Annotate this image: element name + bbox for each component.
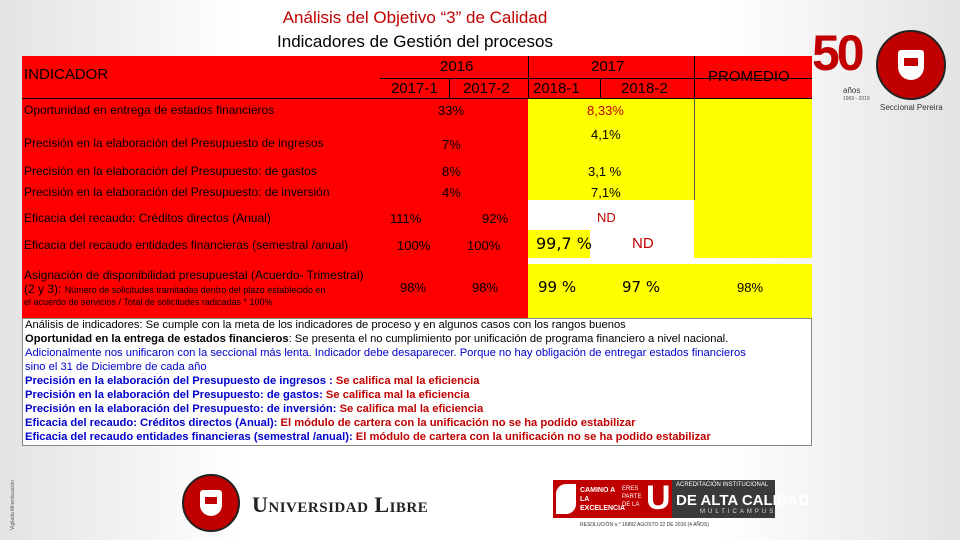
note-line: Precisión en la elaboración del Presupue… [25,389,470,401]
note-text: Se califica mal la eficiencia [339,403,484,415]
value-2017-1: 98% [400,280,427,295]
header-divider [22,98,812,99]
value-2016: 8% [442,164,461,179]
value-2017: 7,1% [591,185,621,200]
slide-title: Análisis del Objetivo “3” de Calidad [282,8,548,27]
resolucion-label: RESOLUCIÓN n.° 16892 AGOSTO 22 DE 2016 (… [580,522,709,528]
value-2018-2: ND [632,235,654,252]
note-text: : Se presenta el no cumplimiento por uni… [288,333,729,345]
value-2017: 8,33% [587,103,624,118]
note-heading: Precisión en la elaboración del Presupue… [25,375,336,387]
alta-calidad-label: DE ALTA CALIDAD [676,492,810,509]
row-label: Oportunidad en entrega de estados financ… [24,103,275,117]
note-heading: Precisión en la elaboración del Presupue… [25,403,340,415]
header-2016: 2016 [440,58,474,75]
note-line: Precisión en la elaboración del Presupue… [25,403,483,415]
u-letter: U [646,479,671,517]
value-2016: 7% [442,137,461,152]
note-line: Precisión en la elaboración del Presupue… [25,375,480,387]
note-line: Análisis de indicadores: Se cumple con l… [25,319,626,331]
note-heading: Eficacia del recaudo entidades financier… [25,431,356,443]
value-2017-1: 111% [390,211,422,226]
years-label: 1969 - 2019 [843,96,870,102]
note-text: El módulo de cartera con la unificación … [355,431,711,443]
row-label: (2 y 3): Número de solicitudes tramitada… [24,282,325,296]
indicator-column-bg [22,56,380,318]
header-2018-1: 2018-1 [533,80,580,97]
header-indicador: INDICADOR [24,66,109,83]
row-label: Precisión en la elaboración del Presupue… [24,185,330,199]
vigilada-text: Vigilada Mineducación [9,480,16,530]
feather-icon [556,484,576,514]
header-divider [449,78,450,98]
promedio-block-2 [694,200,812,258]
note-line: Eficacia del recaudo: Créditos directos … [25,417,635,429]
value-2016: 33% [438,103,465,118]
note-heading: Precisión en la elaboración del Presupue… [25,389,326,401]
header-2017-2: 2017-2 [463,80,510,97]
multicampus-label: MULTICAMPUS [700,509,777,515]
value-2017: ND [597,210,616,225]
note-heading: Oportunidad en la entrega de estados fin… [25,333,289,345]
note-line: Eficacia del recaudo entidades financier… [25,431,711,443]
header-divider [600,78,601,98]
header-2017-bg [528,56,694,98]
note-line: Adicionalmente nos unificaron con la sec… [25,347,746,359]
acreditacion-label: ACREDITACIÓN INSTITUCIONAL [676,482,769,488]
header-2018-2: 2018-2 [621,80,668,97]
value-2017-2: 100% [467,238,501,253]
eres-parte-label: ERES PARTE DE LA [622,486,642,508]
header-2017: 2017 [591,58,625,75]
header-promedio: PROMEDIO [708,68,790,85]
row-label: Precisión en la elaboración del Presupue… [24,136,324,150]
promedio-block [694,98,812,200]
university-seal-icon [182,474,240,532]
value-2017: 4,1% [591,127,621,142]
note-line: sino el 31 de Diciembre de cada año [25,361,207,373]
value-2017: 3,1 % [588,164,622,179]
row-label: Asignación de disponibilidad presupuesta… [24,268,364,282]
note-text: El módulo de cartera con la unificación … [280,417,636,429]
analysis-notes: Análisis de indicadores: Se cumple con l… [22,318,812,446]
slide-subtitle: Indicadores de Gestión del procesos [277,32,553,51]
row-label: Eficacia del recaudo: Créditos directos … [24,211,271,225]
universidad-libre-wordmark: Universidad Libre [252,492,429,517]
value-2018-1: 99,7 % [536,234,592,253]
header-divider [694,56,695,98]
note-line: Oportunidad en la entrega de estados fin… [25,333,728,345]
row-label-part: Número de solicitudes tramitadas dentro … [64,285,326,295]
fifty-years-logo: 50 [812,25,865,81]
value-2017-2: 98% [472,280,499,295]
note-text: Se califica mal la eficiencia [335,375,480,387]
camino-label: CAMINO A LA EXCELENCIA [580,487,626,512]
value-2017-1: 100% [397,238,431,253]
cell-2018-1-r6 [528,230,590,258]
row-label: Eficacia del recaudo entidades financier… [24,238,349,252]
values-2016-bg [380,56,528,318]
vigilada-label: Vigilada Mineducación [8,478,18,534]
row-label-part: (2 y 3): [24,282,62,296]
value-2018-2: 97 % [622,278,661,296]
seccional-label: Seccional Pereira [880,103,943,112]
row7-yellow-block [528,264,812,318]
header-2017-1: 2017-1 [391,80,438,97]
row-label: Precisión en la elaboración del Presupue… [24,164,317,178]
note-heading: Eficacia del recaudo: Créditos directos … [25,417,281,429]
anos-label: años [843,86,861,95]
value-2017-2: 92% [482,211,509,226]
value-promedio: 98% [737,280,764,295]
value-2018-1: 99 % [538,278,577,296]
header-divider [528,56,529,98]
values-2017-block [528,98,694,200]
accreditation-dark-panel [672,480,775,518]
university-seal-icon [876,30,946,100]
value-2016: 4% [442,185,461,200]
header-divider [380,78,812,79]
row-label: el acuerdo de servicios / Total de solic… [24,297,273,307]
note-text: Se califica mal la eficiencia [325,389,470,401]
header-promedio-bg [694,56,812,98]
